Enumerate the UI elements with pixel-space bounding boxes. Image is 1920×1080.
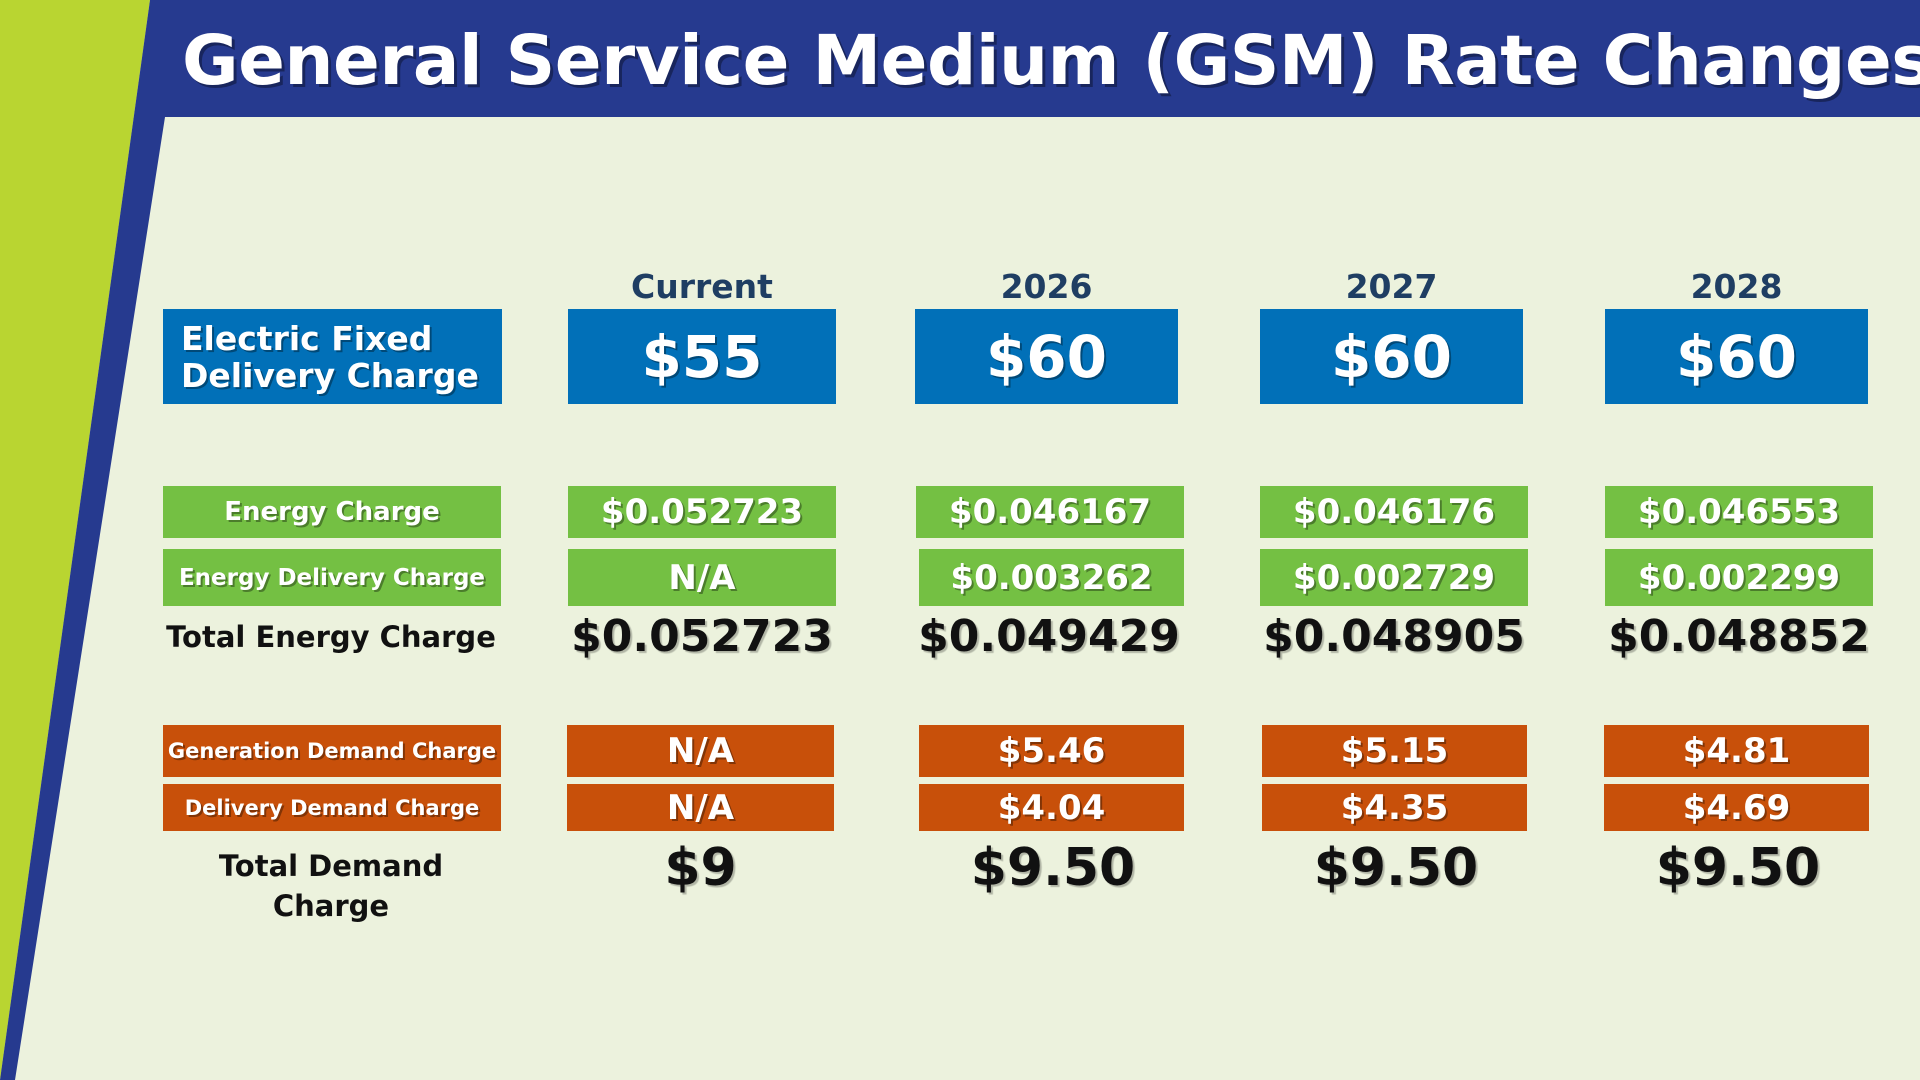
side-stripes-decoration [0, 0, 165, 1080]
total-energy-2027: $0.048905 [1263, 611, 1525, 662]
energy-charge-2026: $0.046167 [916, 486, 1184, 538]
fixed-delivery-2026: $60 [915, 309, 1178, 404]
total-demand-label: Total Demand Charge [218, 849, 444, 923]
energy-charge-2027: $0.046176 [1260, 486, 1528, 538]
total-energy-current: $0.052723 [571, 611, 833, 662]
generation-demand-label: Generation Demand Charge [163, 725, 501, 777]
energy-delivery-2028: $0.002299 [1605, 549, 1873, 606]
delivery-demand-current: N/A [567, 784, 834, 831]
delivery-demand-2026: $4.04 [919, 784, 1184, 831]
total-demand-2028: $9.50 [1655, 838, 1821, 898]
column-header-current: Current [631, 267, 773, 306]
fixed-delivery-2027: $60 [1260, 309, 1523, 404]
energy-delivery-2026: $0.003262 [919, 549, 1184, 606]
generation-demand-2026: $5.46 [919, 725, 1184, 777]
generation-demand-2028: $4.81 [1604, 725, 1869, 777]
navy-stripe [0, 0, 165, 1080]
energy-delivery-2027: $0.002729 [1260, 549, 1528, 606]
total-energy-2026: $0.049429 [918, 611, 1180, 662]
column-header-2026: 2026 [1000, 267, 1093, 306]
total-energy-label: Total Energy Charge [166, 620, 496, 654]
total-demand-2026: $9.50 [970, 838, 1136, 898]
generation-demand-2027: $5.15 [1262, 725, 1527, 777]
fixed-delivery-label: Electric Fixed Delivery Charge [163, 309, 502, 404]
delivery-demand-2028: $4.69 [1604, 784, 1869, 831]
delivery-demand-label: Delivery Demand Charge [163, 784, 501, 831]
fixed-delivery-2028: $60 [1605, 309, 1868, 404]
column-header-2027: 2027 [1345, 267, 1438, 306]
column-header-2028: 2028 [1690, 267, 1783, 306]
total-demand-current: $9 [664, 838, 737, 898]
total-energy-2028: $0.048852 [1608, 611, 1870, 662]
energy-delivery-label: Energy Delivery Charge [163, 549, 501, 606]
delivery-demand-2027: $4.35 [1262, 784, 1527, 831]
energy-charge-2028: $0.046553 [1605, 486, 1873, 538]
energy-charge-label: Energy Charge [163, 486, 501, 538]
generation-demand-current: N/A [567, 725, 834, 777]
energy-charge-current: $0.052723 [568, 486, 836, 538]
page-title: General Service Medium (GSM) Rate Change… [182, 21, 1920, 101]
fixed-delivery-current: $55 [568, 309, 836, 404]
title-bar [150, 0, 1920, 117]
energy-delivery-current: N/A [568, 549, 836, 606]
total-demand-2027: $9.50 [1313, 838, 1479, 898]
